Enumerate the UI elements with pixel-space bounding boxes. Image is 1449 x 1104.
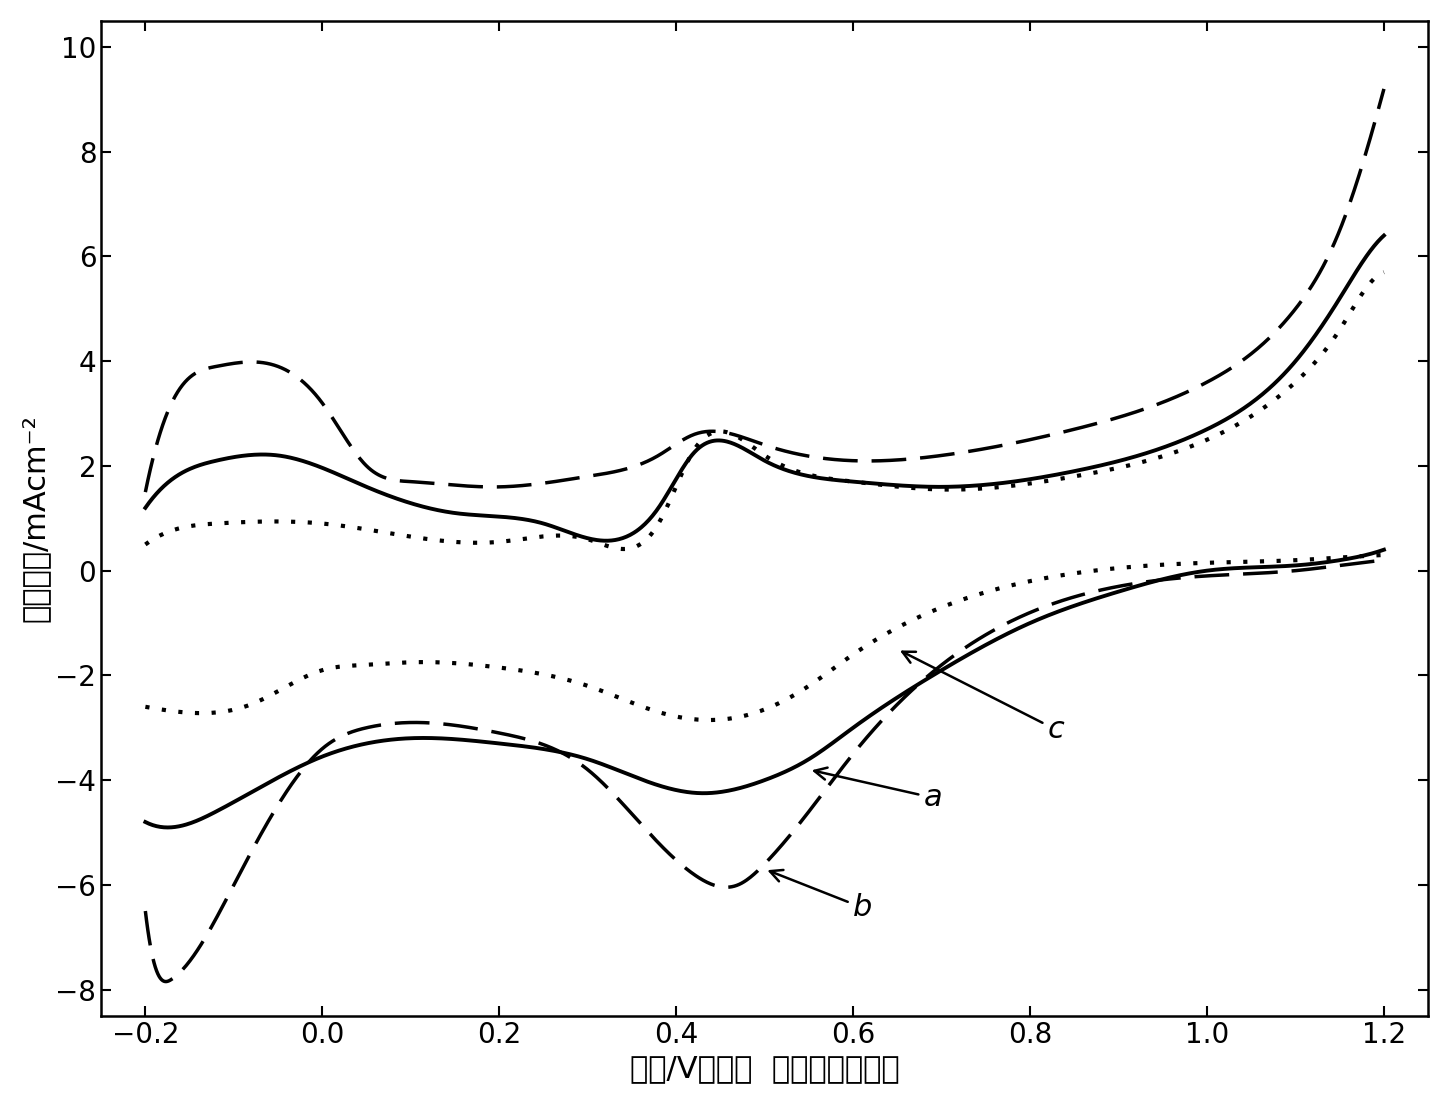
X-axis label: 电压/V（相对  饱和甘汞电极）: 电压/V（相对 饱和甘汞电极） — [630, 1054, 900, 1083]
Text: a: a — [814, 767, 943, 813]
Y-axis label: 电流密度/mAcm⁻²: 电流密度/mAcm⁻² — [20, 414, 49, 623]
Text: b: b — [769, 870, 872, 922]
Text: c: c — [903, 651, 1065, 744]
